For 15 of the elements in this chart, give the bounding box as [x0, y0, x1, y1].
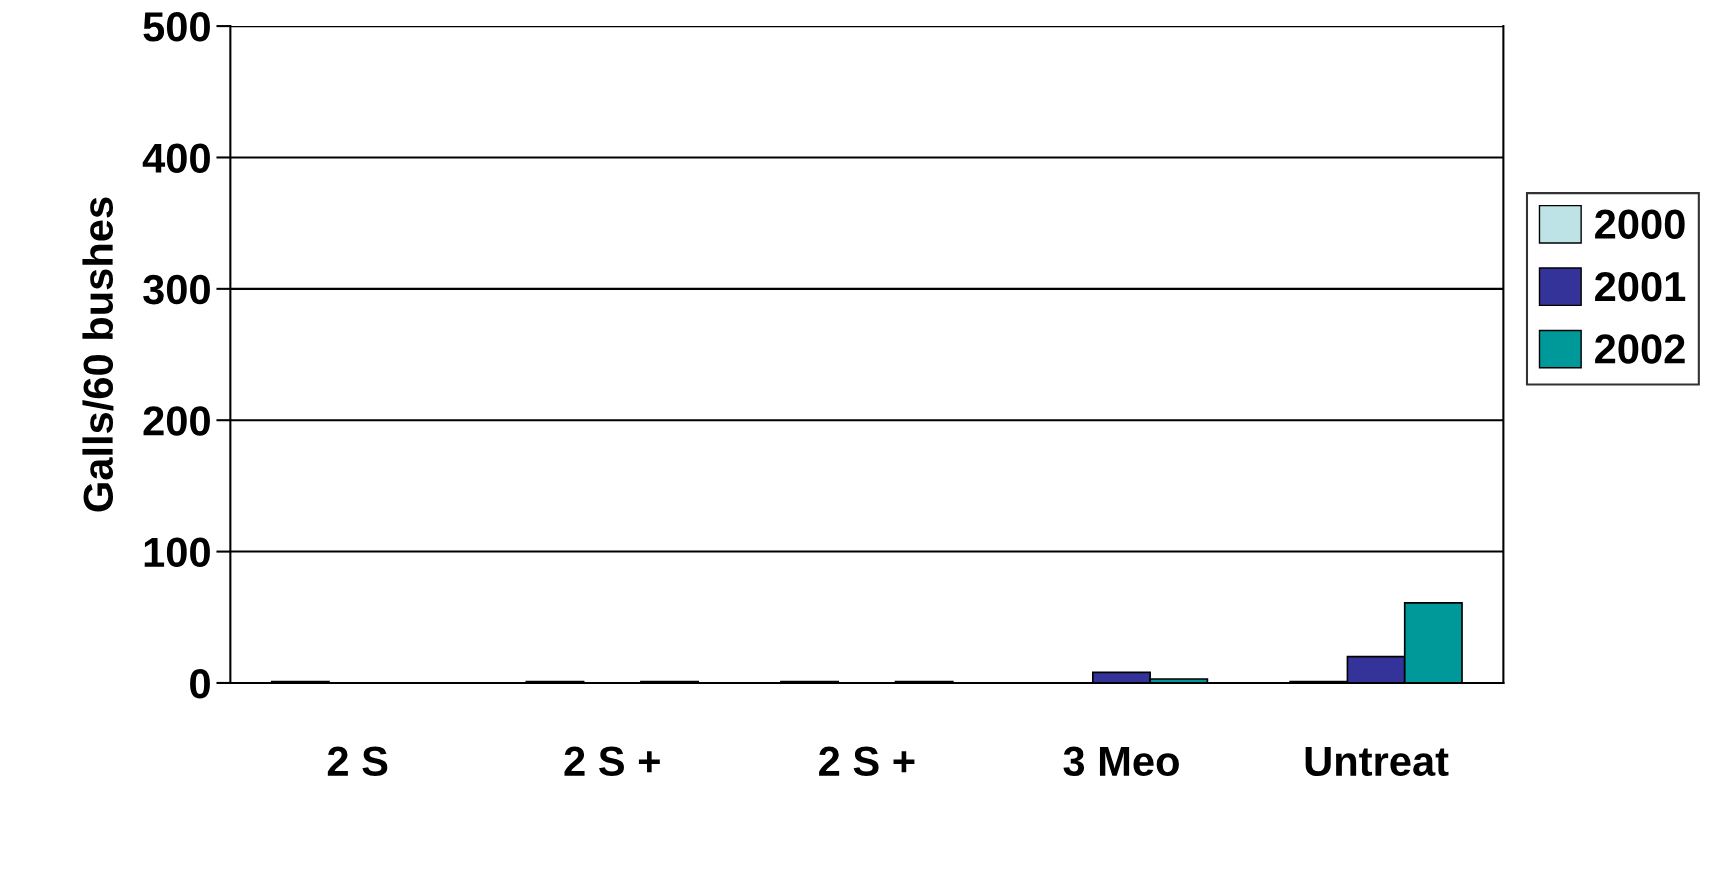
x-tick-label: 3 Meo — [1063, 746, 1179, 777]
y-tick-label: 100 — [144, 537, 210, 568]
legend-label: 2000 — [1595, 209, 1685, 239]
y-axis-title: Galls/60 bushes — [82, 197, 114, 512]
x-tick-label: 2 S + — [819, 746, 915, 777]
y-tick-label: 0 — [190, 668, 210, 699]
y-tick-label: 500 — [143, 12, 210, 42]
x-tick-label: 2 S + — [564, 746, 660, 777]
y-tick-label: 400 — [142, 143, 210, 173]
legend-label: 2002 — [1595, 334, 1685, 364]
y-tick-label: 200 — [143, 406, 210, 436]
legend-label: 2001 — [1595, 271, 1686, 302]
x-tick-label: Untreat — [1305, 746, 1449, 777]
y-tick-label: 300 — [143, 274, 210, 305]
x-tick-label: 2 S — [327, 746, 388, 777]
